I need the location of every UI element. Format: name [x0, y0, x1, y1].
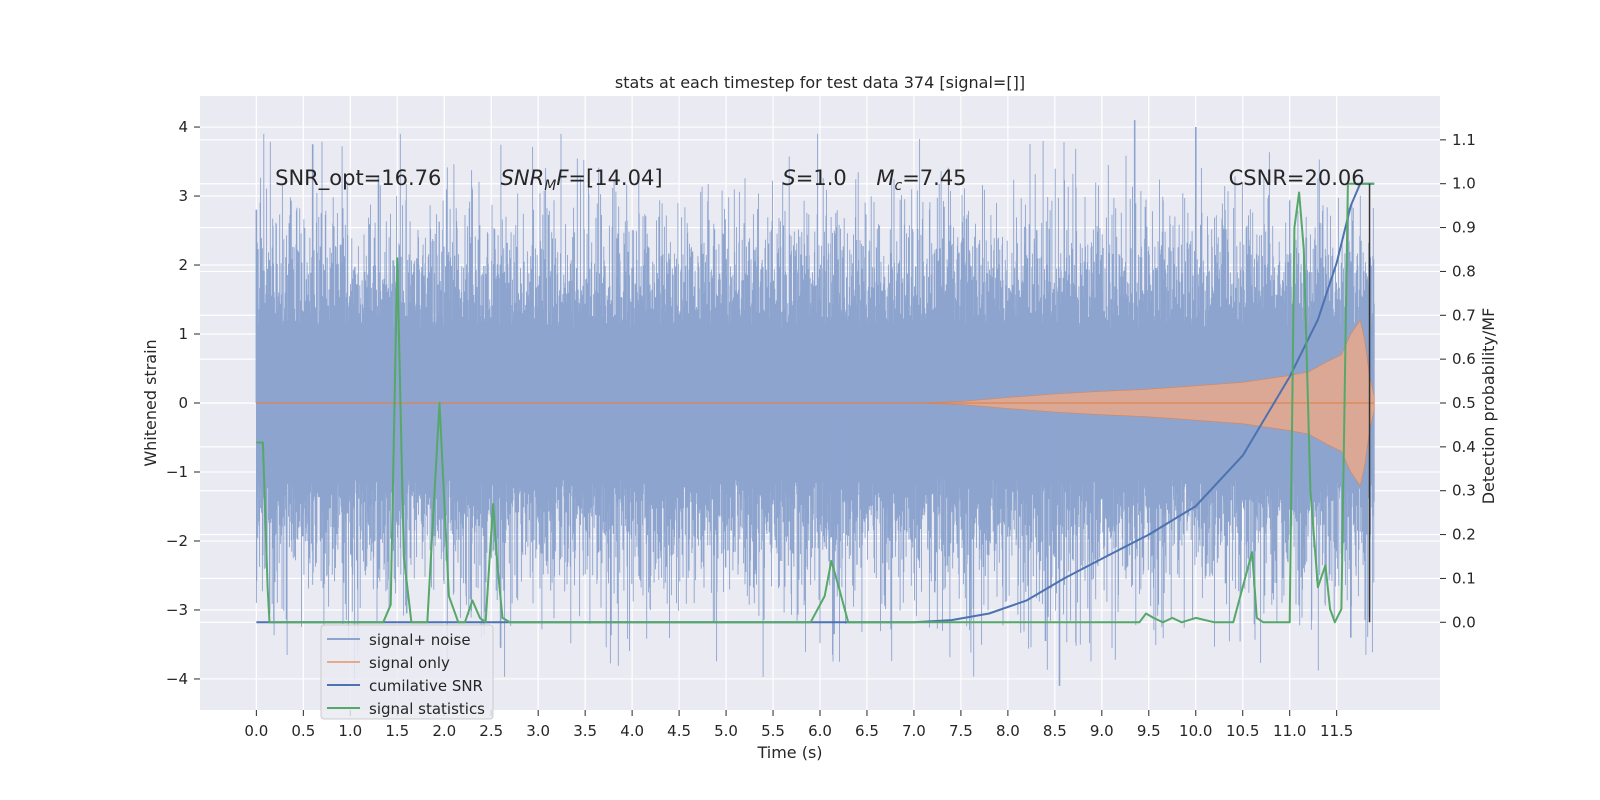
y-axis-label-right: Detection probability/MF	[1479, 308, 1498, 505]
x-tick-label: 4.0	[620, 722, 644, 740]
series-clip-group	[255, 120, 1375, 686]
y-tick-label: 0	[178, 394, 188, 412]
x-tick-label: 0.5	[291, 722, 315, 740]
y-tick-label: 4	[178, 118, 188, 136]
legend-label-signal-statistics: signal statistics	[369, 700, 485, 718]
series-layer	[255, 120, 1375, 686]
y-tick-label: −4	[166, 670, 188, 688]
chart-title: stats at each timestep for test data 374…	[615, 73, 1025, 92]
annotation: S=1.0	[782, 166, 846, 190]
x-tick-label: 2.5	[479, 722, 503, 740]
y-tick-label: 1	[178, 325, 188, 343]
series-cumulative-snr	[256, 182, 1375, 624]
x-tick-label: 9.0	[1090, 722, 1114, 740]
x-tick-label: 10.0	[1179, 722, 1212, 740]
y-axis-label: Whitened strain	[141, 339, 160, 466]
y-tick-label-right: 1.0	[1452, 175, 1476, 193]
annotation: Mc=7.45	[876, 166, 966, 194]
y-tick-label-right: 0.6	[1452, 350, 1476, 368]
x-tick-label: 1.5	[385, 722, 409, 740]
y-tick-label: −2	[166, 532, 188, 550]
x-tick-label: 2.0	[432, 722, 456, 740]
annotation: SNR_opt=16.76	[275, 166, 441, 191]
x-tick-label: 3.0	[526, 722, 550, 740]
y-tick-label-right: 0.7	[1452, 306, 1476, 324]
noise-spikes	[255, 120, 1371, 686]
series-signal-statistics	[256, 182, 1375, 624]
y-tick-label-right: 0.5	[1452, 394, 1476, 412]
x-tick-label: 11.0	[1273, 722, 1306, 740]
x-tick-label: 8.5	[1043, 722, 1067, 740]
legend-box	[320, 624, 494, 720]
legend-label-signal-noise: signal+ noise	[369, 631, 471, 649]
y-tick-label-right: 0.3	[1452, 482, 1476, 500]
x-ticks: 0.0 0.5 1.0 1.5 2.0 2.5 3.0 3.5 4.0 4.5 5.0 5.5 6.0 6…	[244, 710, 1353, 740]
y-tick-label-right: 0.2	[1452, 526, 1476, 544]
y-ticks-right: 1.1 1.0 0.9 0.8 0.7 0.6 0.5 0.4 0.3 0.2 0.1 0.0	[1440, 131, 1476, 631]
x-axis-label: Time (s)	[756, 743, 822, 762]
x-tick-label: 11.5	[1320, 722, 1353, 740]
y-tick-label: −1	[166, 463, 188, 481]
y-tick-label-right: 0.8	[1452, 262, 1476, 280]
y-tick-label-right: 0.1	[1452, 569, 1476, 587]
x-tick-label: 5.0	[714, 722, 738, 740]
y-tick-label-right: 0.0	[1452, 613, 1476, 631]
x-tick-label: 4.5	[667, 722, 691, 740]
x-tick-label: 6.0	[808, 722, 832, 740]
legend-label-signal-only: signal only	[369, 654, 450, 672]
x-tick-label: 9.5	[1137, 722, 1161, 740]
legend-label-cumulative-snr: cumilative SNR	[369, 677, 483, 695]
annotation: CSNR=20.06	[1229, 166, 1365, 190]
x-tick-label: 1.0	[338, 722, 362, 740]
x-tick-label: 5.5	[761, 722, 785, 740]
x-tick-label: 7.5	[949, 722, 973, 740]
y-tick-label: −3	[166, 601, 188, 619]
x-tick-label: 6.5	[855, 722, 879, 740]
annotations: SNR_opt=16.76 SNRMF=[14.04] S=1.0 Mc=7.45 CS…	[275, 166, 1365, 194]
x-tick-label: 10.5	[1226, 722, 1259, 740]
y-tick-label: 2	[178, 256, 188, 274]
legend: signal+ noise signal only cumilative SNR…	[320, 624, 494, 720]
x-tick-label: 7.0	[902, 722, 926, 740]
y-ticks: 4 3 2 1 0 −1 −2 −3 −4	[166, 118, 200, 688]
x-tick-label: 0.0	[244, 722, 268, 740]
x-tick-label: 8.0	[996, 722, 1020, 740]
y-tick-label: 3	[178, 187, 188, 205]
y-tick-label-right: 1.1	[1452, 131, 1476, 149]
y-tick-label-right: 0.4	[1452, 438, 1476, 456]
y-tick-label-right: 0.9	[1452, 219, 1476, 237]
x-tick-label: 3.5	[573, 722, 597, 740]
annotation: SNRMF=[14.04]	[501, 166, 663, 194]
